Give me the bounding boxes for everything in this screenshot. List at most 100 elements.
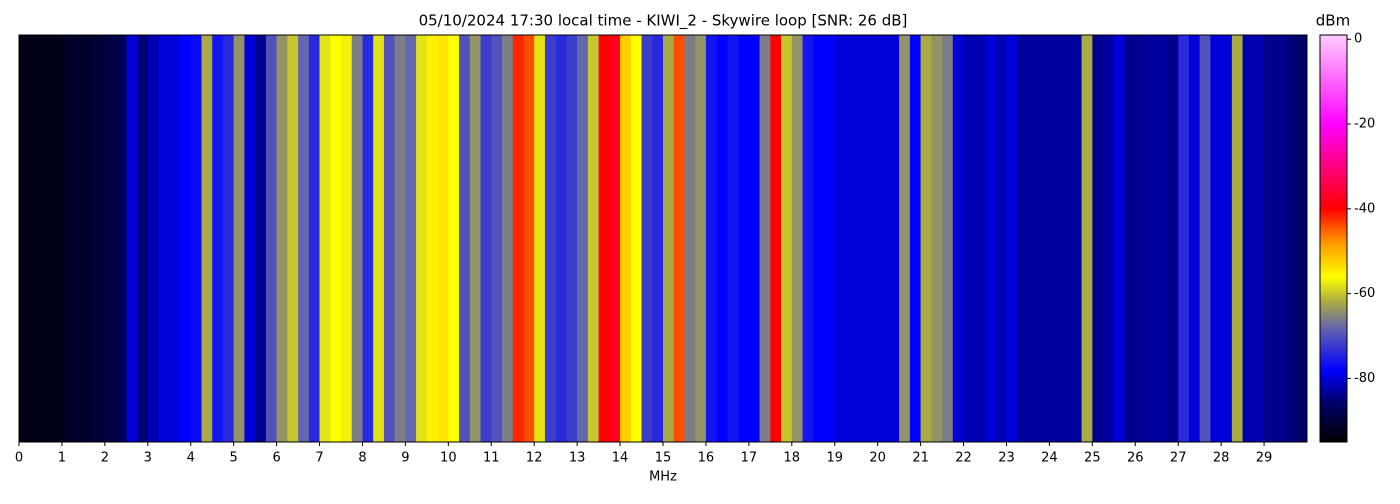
heat-cell — [308, 35, 320, 442]
heat-cell — [405, 35, 417, 442]
heat-cell — [72, 35, 84, 442]
x-tick-label: 13 — [569, 451, 586, 466]
heat-cell — [963, 35, 975, 442]
x-tick-label: 21 — [912, 451, 929, 466]
x-tick-label: 16 — [698, 451, 715, 466]
x-tick-label: 9 — [401, 451, 409, 466]
x-tick-label: 2 — [101, 451, 109, 466]
heat-cell — [502, 35, 514, 442]
heat-cell — [845, 35, 857, 442]
heat-cell — [534, 35, 546, 442]
x-tick-label: 20 — [869, 451, 886, 466]
colorbar-tick-label: -20 — [1354, 117, 1375, 132]
heat-cell — [985, 35, 997, 442]
heat-cell — [201, 35, 213, 442]
heat-cell — [791, 35, 803, 442]
heat-cell — [1006, 35, 1018, 442]
heat-cell — [115, 35, 127, 442]
heat-cell — [523, 35, 535, 442]
x-tick-label: 0 — [15, 451, 23, 466]
heat-cell — [416, 35, 428, 442]
heat-cell — [244, 35, 256, 442]
x-tick-label: 12 — [526, 451, 543, 466]
x-tick-label: 4 — [187, 451, 195, 466]
heat-cell — [952, 35, 964, 442]
heat-cell — [824, 35, 836, 442]
heat-cell — [29, 35, 41, 442]
heat-cell — [942, 35, 954, 442]
x-tick-label: 28 — [1213, 451, 1230, 466]
heat-cell — [834, 35, 846, 442]
colorbar-tick-label: 0 — [1354, 32, 1362, 47]
colorbar-tick-label: -60 — [1354, 286, 1375, 301]
heat-cell — [469, 35, 481, 442]
x-tick-label: 5 — [230, 451, 238, 466]
heat-cell — [598, 35, 610, 442]
heat-cell — [437, 35, 449, 442]
heat-cell — [383, 35, 395, 442]
x-tick-label: 19 — [826, 451, 843, 466]
x-tick-label: 29 — [1256, 451, 1273, 466]
heat-cell — [276, 35, 288, 442]
heat-cell — [94, 35, 106, 442]
heat-cell — [748, 35, 760, 442]
heat-cell — [330, 35, 342, 442]
heat-cell — [265, 35, 277, 442]
heat-cell — [222, 35, 234, 442]
heat-cell — [319, 35, 331, 442]
heat-cell — [1092, 35, 1104, 442]
colorbar — [1319, 34, 1348, 443]
colorbar-tick-label: -40 — [1354, 201, 1375, 216]
heat-cell — [609, 35, 621, 442]
heat-cell — [51, 35, 63, 442]
heat-cell — [126, 35, 138, 442]
x-tick-label: 8 — [358, 451, 366, 466]
heat-cell — [931, 35, 943, 442]
heat-cell — [920, 35, 932, 442]
heat-cell — [781, 35, 793, 442]
x-tick-label: 14 — [612, 451, 629, 466]
x-tick-label: 10 — [440, 451, 457, 466]
heat-cell — [673, 35, 685, 442]
heat-cell — [866, 35, 878, 442]
heat-cell — [351, 35, 363, 442]
heat-cell — [19, 35, 31, 442]
heat-cell — [459, 35, 471, 442]
heat-cell — [1221, 35, 1233, 442]
heat-cell — [169, 35, 181, 442]
x-tick-label: 15 — [655, 451, 672, 466]
heat-cell — [426, 35, 438, 442]
heat-cell — [212, 35, 224, 442]
heat-cell — [1027, 35, 1039, 442]
heat-cell — [652, 35, 664, 442]
heat-cell — [1113, 35, 1125, 442]
x-tick-label: 6 — [272, 451, 280, 466]
chart-title: 05/10/2024 17:30 local time - KIWI_2 - S… — [419, 12, 908, 31]
heat-cell — [856, 35, 868, 442]
heat-cell — [1253, 35, 1265, 442]
heat-cell — [180, 35, 192, 442]
heat-cell — [61, 35, 73, 442]
heat-cell — [147, 35, 159, 442]
heat-cell — [1167, 35, 1179, 442]
heat-cell — [1296, 35, 1308, 442]
heat-cell — [1038, 35, 1050, 442]
heat-cell — [544, 35, 556, 442]
heat-cell — [770, 35, 782, 442]
heat-cell — [877, 35, 889, 442]
heat-cell — [83, 35, 95, 442]
x-axis-label: MHz — [649, 470, 677, 485]
heat-cell — [1060, 35, 1072, 442]
heat-cell — [190, 35, 202, 442]
x-tick-label: 11 — [483, 451, 500, 466]
x-tick-label: 27 — [1170, 451, 1187, 466]
heat-cell — [630, 35, 642, 442]
heat-cell — [1231, 35, 1243, 442]
heat-cell — [684, 35, 696, 442]
heat-cell — [298, 35, 310, 442]
x-tick-label: 25 — [1084, 451, 1101, 466]
heat-cell — [695, 35, 707, 442]
x-tick-label: 23 — [998, 451, 1015, 466]
colorbar-label: dBm — [1316, 12, 1350, 30]
